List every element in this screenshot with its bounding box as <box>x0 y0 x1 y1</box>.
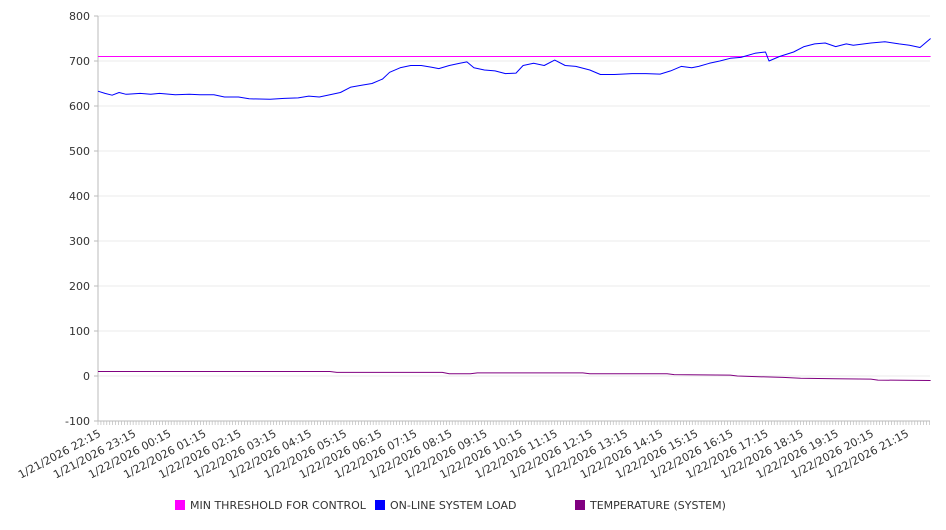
y-tick-label: 200 <box>69 280 90 293</box>
series-line-1 <box>97 38 931 100</box>
legend-label: ON-LINE SYSTEM LOAD <box>390 499 516 512</box>
y-tick-label: 300 <box>69 235 90 248</box>
legend-item: MIN THRESHOLD FOR CONTROL <box>175 499 367 512</box>
legend-label: MIN THRESHOLD FOR CONTROL <box>190 499 367 512</box>
y-tick-label: 0 <box>83 370 90 383</box>
legend-item: TEMPERATURE (SYSTEM) <box>575 499 726 512</box>
legend-item: ON-LINE SYSTEM LOAD <box>375 499 516 512</box>
legend-swatch <box>575 500 585 510</box>
y-tick-label: 600 <box>69 100 90 113</box>
legend-swatch <box>175 500 185 510</box>
legend: MIN THRESHOLD FOR CONTROL ON-LINE SYSTEM … <box>175 499 726 512</box>
legend-label: TEMPERATURE (SYSTEM) <box>589 499 726 512</box>
y-tick-label: 800 <box>69 10 90 23</box>
y-tick-label: 400 <box>69 190 90 203</box>
series-lines <box>97 38 931 381</box>
legend-swatch <box>375 500 385 510</box>
y-tick-label: -100 <box>65 415 90 428</box>
y-tick-label: 500 <box>69 145 90 158</box>
series-line-2 <box>98 371 931 381</box>
y-tick-label: 700 <box>69 55 90 68</box>
y-tick-label: 100 <box>69 325 90 338</box>
gridlines <box>98 15 930 377</box>
